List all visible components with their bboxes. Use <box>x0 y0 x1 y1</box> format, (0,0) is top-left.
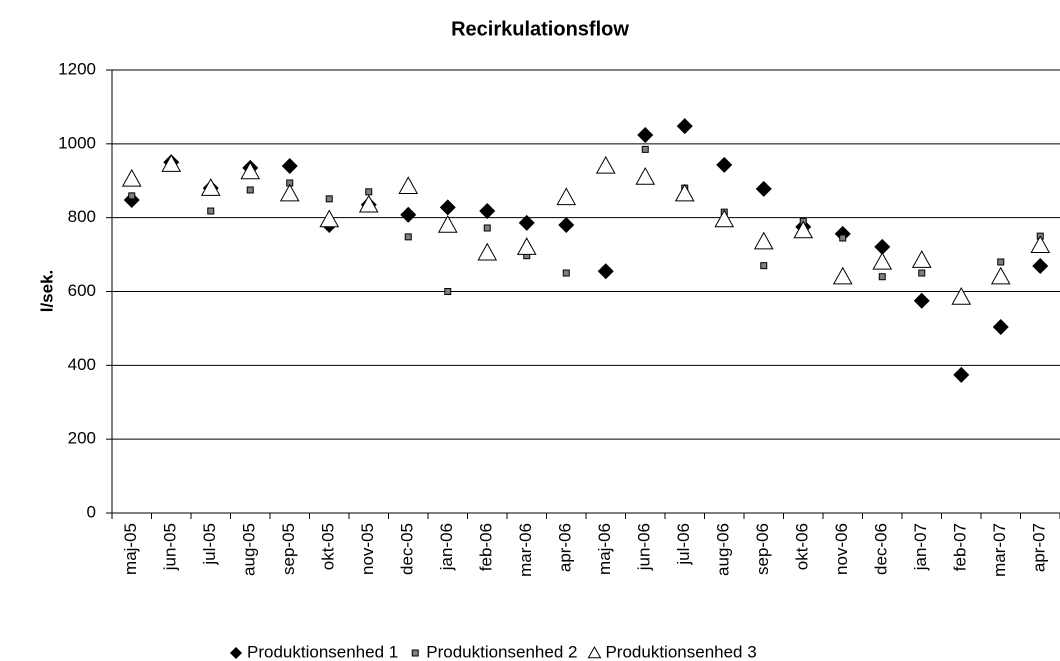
data-point <box>913 292 930 309</box>
data-point <box>200 178 221 196</box>
data-point <box>365 188 373 196</box>
x-tick-label: jul-05 <box>200 523 219 566</box>
x-tick-label: sep-05 <box>279 523 298 575</box>
data-point <box>760 262 768 270</box>
x-tick-label: okt-05 <box>319 523 338 570</box>
data-point <box>878 273 886 281</box>
data-point <box>834 225 851 242</box>
x-tick-label: nov-05 <box>358 523 377 575</box>
data-point <box>911 250 932 268</box>
data-point <box>874 238 891 255</box>
y-tick-label: 1000 <box>58 133 96 152</box>
data-point <box>207 207 215 215</box>
data-point <box>1032 258 1049 275</box>
data-point <box>872 251 893 270</box>
data-point <box>832 266 853 285</box>
x-tick-label: dec-05 <box>398 523 417 575</box>
y-tick-label: 200 <box>68 429 96 448</box>
legend-label: Produktionsenhed 3 <box>605 642 756 661</box>
data-point <box>128 192 136 200</box>
x-tick-label: mar-07 <box>990 523 1009 577</box>
data-point <box>444 288 452 295</box>
x-tick-label: okt-06 <box>793 523 812 570</box>
x-tick-label: feb-07 <box>951 523 970 571</box>
legend-marker <box>230 647 242 659</box>
data-point <box>997 258 1005 266</box>
legend-label: Produktionsenhed 1 <box>247 642 398 661</box>
data-point <box>556 187 577 206</box>
data-point <box>674 183 695 202</box>
data-point <box>483 224 491 232</box>
data-point <box>992 318 1009 335</box>
data-point <box>319 209 340 228</box>
data-point <box>398 176 419 194</box>
data-point <box>281 157 298 174</box>
data-point <box>839 234 847 242</box>
x-tick-label: apr-06 <box>556 523 575 572</box>
x-tick-label: jun-06 <box>635 523 654 571</box>
data-point <box>641 145 649 153</box>
data-point <box>400 206 417 223</box>
data-point <box>246 186 254 194</box>
chart-title: Recirkulationsflow <box>451 18 629 40</box>
y-tick-label: 1200 <box>58 59 96 78</box>
y-tick-label: 600 <box>68 281 96 300</box>
data-point <box>437 215 458 233</box>
data-point <box>358 194 379 213</box>
x-tick-label: maj-06 <box>595 523 614 575</box>
data-point <box>123 191 140 208</box>
x-tick-label: feb-06 <box>477 523 496 571</box>
y-tick-label: 0 <box>87 502 96 521</box>
data-point <box>439 199 456 216</box>
x-tick-label: apr-07 <box>1030 523 1049 572</box>
data-point <box>953 366 970 383</box>
data-point <box>951 287 972 305</box>
x-tick-label: maj-05 <box>121 523 140 575</box>
data-point <box>635 167 656 185</box>
x-tick-label: jan-07 <box>911 523 930 571</box>
data-point <box>755 180 772 197</box>
legend-marker <box>411 649 419 657</box>
data-point <box>637 126 654 143</box>
x-tick-label: sep-06 <box>753 523 772 575</box>
data-point <box>753 231 774 250</box>
data-point <box>161 154 182 172</box>
data-point <box>479 203 496 220</box>
x-tick-label: jan-06 <box>437 523 456 571</box>
data-point <box>1030 235 1051 254</box>
x-tick-label: jun-05 <box>161 523 180 571</box>
data-point <box>990 266 1011 285</box>
x-tick-label: aug-05 <box>240 523 259 576</box>
data-point <box>240 161 261 180</box>
x-tick-label: nov-06 <box>832 523 851 575</box>
data-point <box>558 217 575 234</box>
data-point <box>793 220 814 239</box>
data-point <box>121 168 142 187</box>
data-point <box>477 242 498 261</box>
y-tick-label: 800 <box>68 207 96 226</box>
y-tick-label: 400 <box>68 355 96 374</box>
data-point <box>595 155 616 174</box>
data-point <box>918 269 926 277</box>
data-point <box>516 237 537 255</box>
data-point <box>279 183 300 202</box>
data-point <box>518 214 535 231</box>
data-point <box>597 263 614 280</box>
data-point <box>325 195 333 203</box>
x-tick-label: jul-06 <box>674 523 693 566</box>
x-tick-label: aug-06 <box>714 523 733 576</box>
x-tick-label: dec-06 <box>872 523 891 575</box>
legend-marker <box>587 645 602 659</box>
data-point <box>404 233 412 241</box>
legend-label: Produktionsenhed 2 <box>426 642 577 661</box>
data-point <box>716 156 733 173</box>
x-tick-label: mar-06 <box>516 523 535 577</box>
data-point <box>714 209 735 228</box>
data-point <box>562 269 570 277</box>
y-axis-label: l/sek. <box>37 270 56 313</box>
data-point <box>676 118 693 135</box>
